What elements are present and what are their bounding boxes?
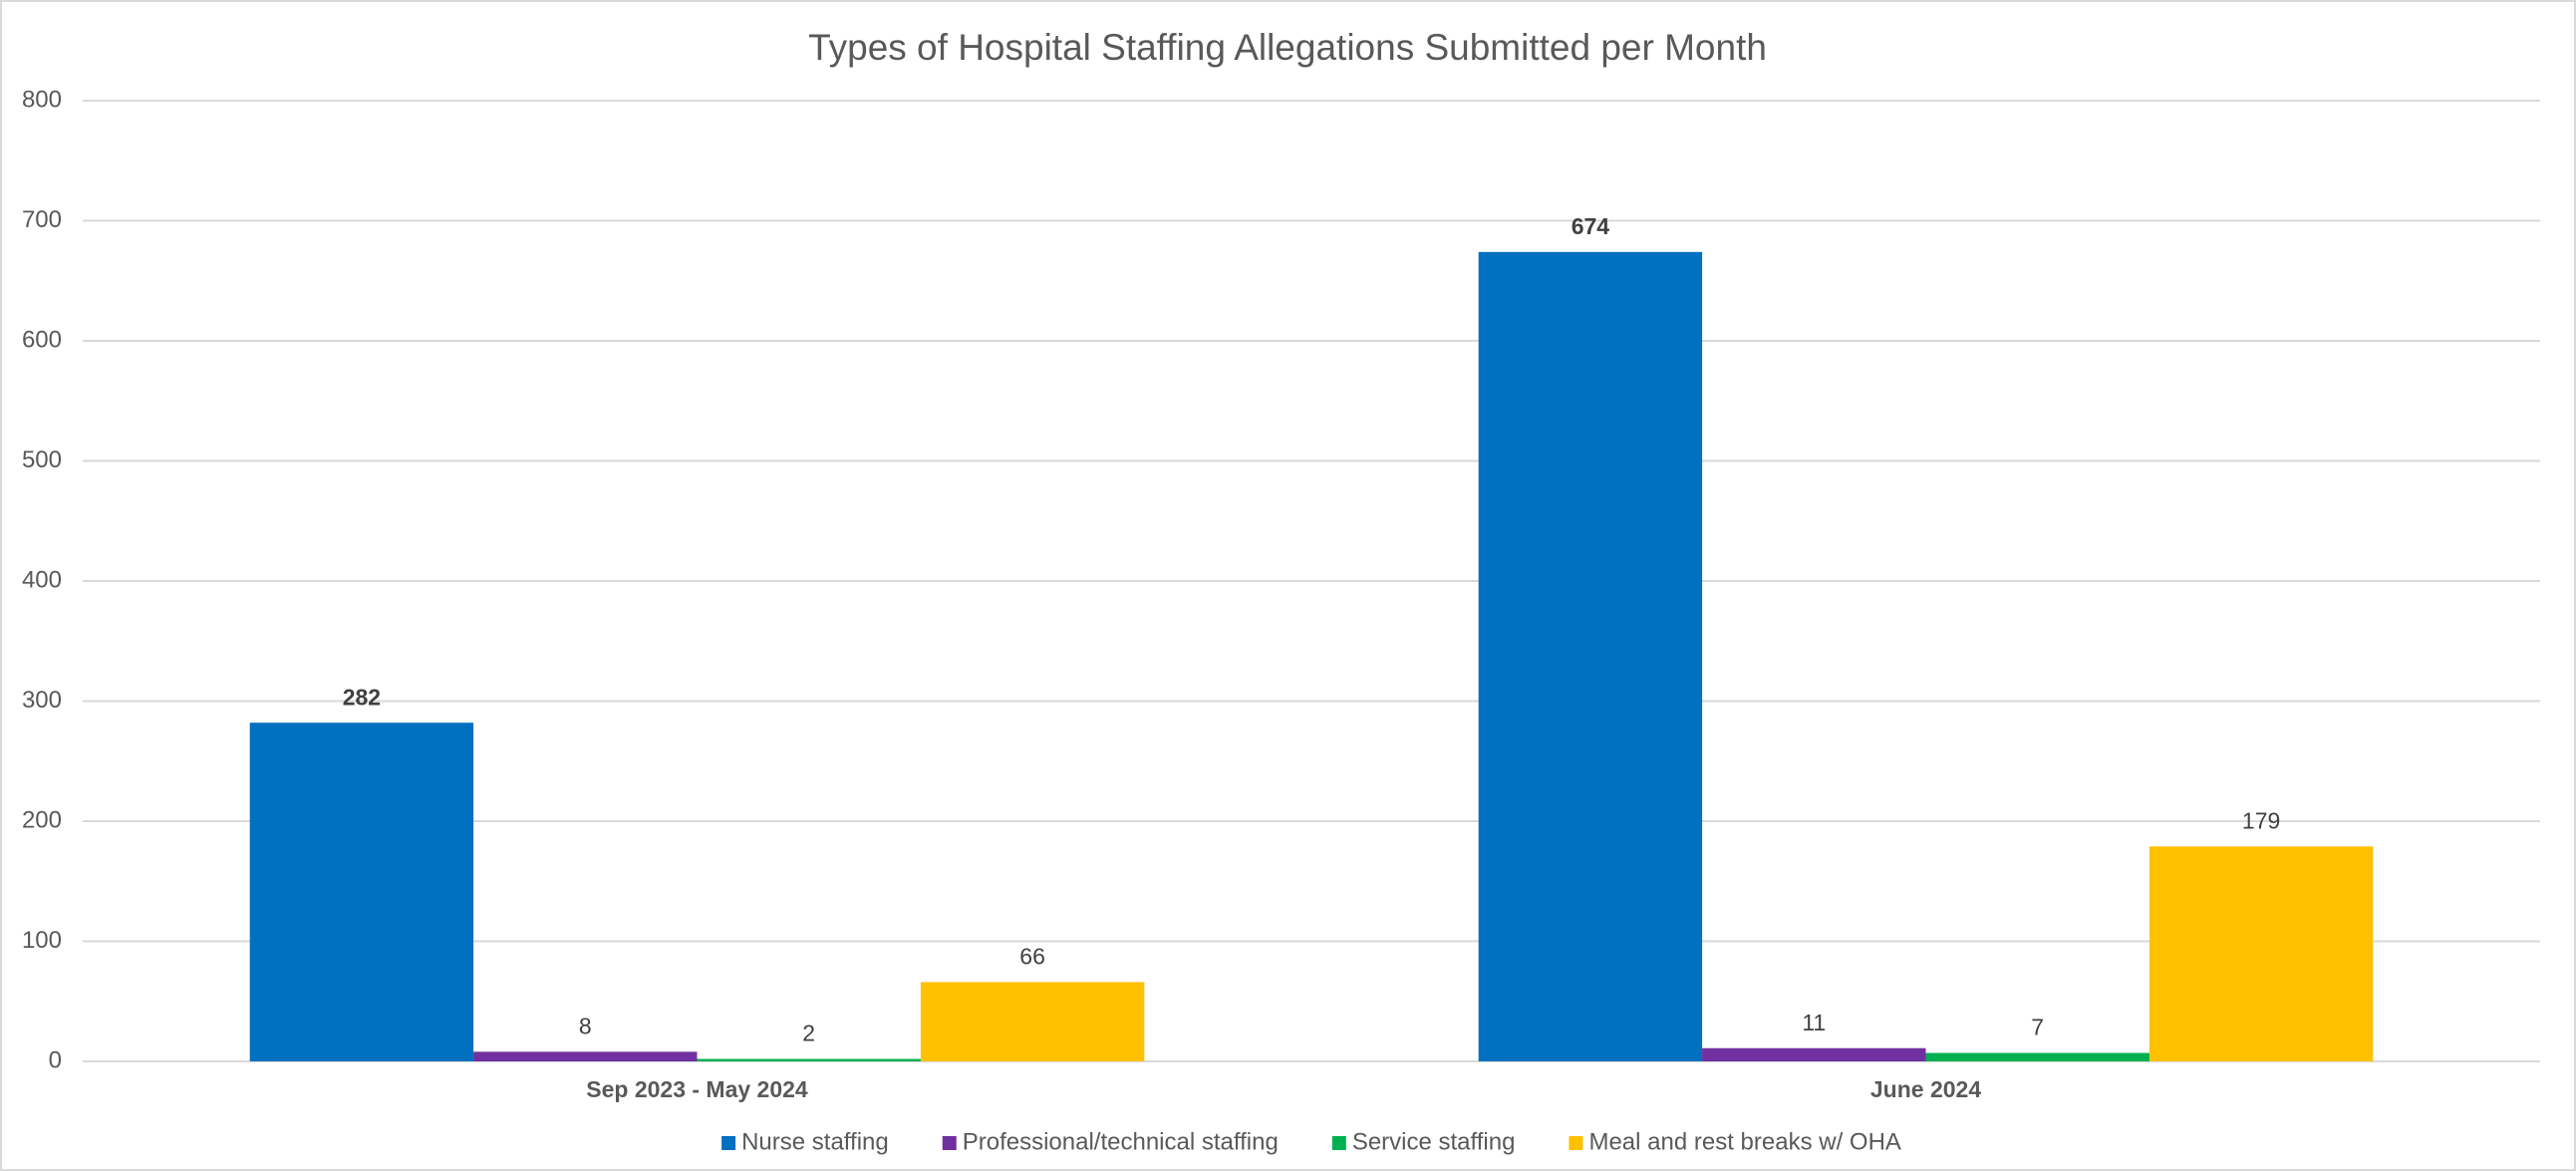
data-label: 282 bbox=[343, 684, 381, 710]
data-label: 179 bbox=[2242, 807, 2280, 833]
y-tick-label: 0 bbox=[49, 1046, 62, 1073]
y-tick-label: 600 bbox=[22, 326, 62, 353]
data-label: 8 bbox=[579, 1013, 592, 1038]
chart-title: Types of Hospital Staffing Allegations S… bbox=[808, 27, 1767, 68]
data-label: 674 bbox=[1572, 213, 1610, 239]
legend-swatch bbox=[942, 1136, 957, 1150]
bar bbox=[920, 982, 1145, 1061]
y-tick-label: 300 bbox=[22, 687, 62, 714]
y-tick-label: 500 bbox=[22, 446, 62, 473]
legend-label: Service staffing bbox=[1352, 1128, 1516, 1155]
bar bbox=[1702, 1047, 1926, 1061]
data-label: 11 bbox=[1802, 1010, 1826, 1035]
legend-label: Nurse staffing bbox=[741, 1128, 889, 1155]
bar bbox=[1478, 251, 1703, 1061]
x-tick-label: Sep 2023 - May 2024 bbox=[586, 1076, 808, 1102]
y-tick-label: 400 bbox=[22, 566, 62, 593]
bar bbox=[1925, 1052, 2149, 1061]
legend-label: Meal and rest breaks w/ OHA bbox=[1588, 1128, 1900, 1155]
y-tick-label: 200 bbox=[22, 806, 62, 833]
bar bbox=[2148, 846, 2374, 1061]
y-tick-label: 800 bbox=[22, 86, 62, 113]
bar bbox=[249, 723, 474, 1061]
bar bbox=[473, 1051, 698, 1061]
data-label: 2 bbox=[802, 1021, 815, 1046]
legend-swatch bbox=[1331, 1136, 1346, 1150]
y-tick-label: 100 bbox=[22, 927, 62, 954]
data-label: 7 bbox=[2031, 1015, 2044, 1040]
legend-label: Professional/technical staffing bbox=[963, 1128, 1279, 1155]
legend-swatch bbox=[1569, 1136, 1583, 1150]
y-tick-label: 700 bbox=[22, 206, 62, 233]
x-tick-label: June 2024 bbox=[1870, 1076, 1981, 1102]
data-label: 66 bbox=[1019, 944, 1045, 970]
bar bbox=[697, 1058, 921, 1061]
legend-swatch bbox=[721, 1136, 736, 1150]
